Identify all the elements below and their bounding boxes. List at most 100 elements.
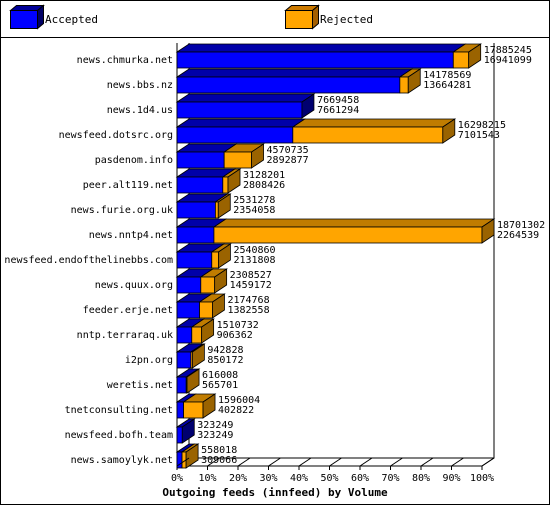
value-label-total: 2308527: [230, 270, 272, 281]
value-labels: 1788524516941099141785691366428176694587…: [197, 45, 545, 466]
x-tick-depth: [390, 457, 403, 467]
category-label: weretis.net: [107, 380, 173, 391]
bar-rejected-side: [191, 343, 205, 369]
value-label-total: 4570735: [267, 145, 309, 156]
x-tick-label: 70%: [381, 473, 399, 484]
x-tick-depth: [420, 457, 434, 467]
value-label-total: 2531278: [233, 195, 275, 206]
value-label-total: 7669458: [317, 95, 359, 106]
bar-rejected-side: [481, 218, 495, 244]
value-label-accepted: 1459172: [230, 280, 272, 291]
value-label-total: 3128201: [243, 170, 285, 181]
category-label: pasdenom.info: [95, 155, 173, 166]
bar-accepted-side: [181, 418, 195, 444]
legend-swatch-rejected-side: [312, 4, 319, 30]
bar-rejected-side: [185, 443, 199, 469]
bar-rejected-side: [468, 43, 482, 69]
undefined-top: [175, 93, 316, 103]
value-label-accepted: 13664281: [423, 80, 471, 91]
bar-accepted-side: [301, 93, 315, 119]
value-label-total: 942828: [207, 345, 243, 356]
x-tick-depth: [237, 457, 251, 467]
x-tick-label: 10%: [198, 473, 216, 484]
category-label: feeder.erje.net: [83, 305, 173, 316]
undefined-top: [212, 218, 496, 228]
value-label-accepted: 2264539: [497, 230, 539, 241]
undefined-top: [175, 118, 307, 128]
x-tick-label: 30%: [259, 473, 277, 484]
bar-rejected-side: [218, 243, 231, 269]
category-label: nntp.terraraq.uk: [77, 330, 173, 341]
x-tick-label: 80%: [412, 473, 430, 484]
value-label-accepted: 2131808: [233, 255, 275, 266]
x-tick-depth: [481, 457, 495, 467]
bar-rejected-side: [214, 268, 228, 294]
chart-title: Outgoing feeds (innfeed) by Volume: [162, 486, 388, 499]
x-tick-depth: [451, 457, 464, 467]
value-label-accepted: 906362: [217, 330, 253, 341]
category-label: news.chmurka.net: [77, 55, 173, 66]
bar-rejected-side: [251, 143, 264, 169]
category-label: newsfeed.endofthelinebbs.com: [4, 255, 173, 266]
undefined-top: [291, 118, 457, 128]
legend-swatch-accepted-side: [37, 4, 44, 30]
value-label-accepted: 2808426: [243, 180, 285, 191]
value-label-accepted: 323249: [197, 430, 233, 441]
value-label-accepted: 7101543: [458, 130, 500, 141]
legend-swatch-accepted: [10, 10, 38, 29]
value-label-total: 17885245: [484, 45, 532, 56]
category-labels: news.chmurka.net news.bbs.nz news.1d4.us ne…: [4, 55, 173, 466]
bar-rejected-side: [201, 318, 215, 344]
value-label-accepted: 7661294: [317, 105, 359, 116]
value-label-total: 18701302: [497, 220, 545, 231]
category-label: newsfeed.bofh.team: [65, 430, 173, 441]
x-tick-label: 40%: [290, 473, 308, 484]
bar-rejected-side: [407, 68, 421, 94]
bars: [175, 43, 496, 469]
x-tick-label: 50%: [320, 473, 338, 484]
legend-label-rejected: Rejected: [320, 13, 373, 26]
value-label-total: 323249: [197, 420, 233, 431]
value-label-total: 616008: [202, 370, 238, 381]
x-tick-label: 60%: [351, 473, 369, 484]
value-label-total: 1510732: [217, 320, 259, 331]
x-tick-depth: [329, 457, 342, 467]
category-label: newsfeed.dotsrc.org: [59, 130, 173, 141]
value-label-accepted: 565701: [202, 380, 238, 391]
x-tick-depth: [359, 457, 373, 467]
value-label-accepted: 2892877: [267, 155, 309, 166]
value-label-accepted: 850172: [207, 355, 243, 366]
x-tick-depth: [176, 457, 190, 467]
x-tick-depth: [268, 457, 281, 467]
value-label-accepted: 1382558: [227, 305, 269, 316]
x-tick-label: 0%: [171, 473, 183, 484]
value-label-total: 2174768: [227, 295, 269, 306]
value-label-accepted: 402822: [218, 405, 254, 416]
bar-rejected-side: [442, 118, 456, 144]
category-label: news.1d4.us: [107, 105, 173, 116]
x-tick-label: 100%: [470, 473, 494, 484]
value-label-accepted: 309066: [201, 455, 237, 466]
category-label: news.furie.org.uk: [71, 205, 173, 216]
bar-rejected-side: [202, 393, 216, 419]
x-tick-label: 20%: [229, 473, 247, 484]
x-tick-labels: 0% 10% 20% 30% 40% 50% 60% 70% 80% 90% 100%: [171, 457, 495, 484]
legend: Accepted Rejected: [9, 4, 373, 30]
category-label: peer.alt119.net: [83, 180, 173, 191]
category-label: news.nntp4.net: [89, 230, 173, 241]
bar-rejected-side: [186, 368, 200, 394]
bar-rejected-side: [227, 168, 241, 194]
undefined-top: [175, 43, 467, 53]
value-label-total: 2540860: [233, 245, 275, 256]
legend-label-accepted: Accepted: [45, 13, 98, 26]
value-label-accepted: 16941099: [484, 55, 532, 66]
category-label: news.quux.org: [95, 280, 173, 291]
category-label: news.samoylyk.net: [71, 455, 173, 466]
value-label-accepted: 2354058: [233, 205, 275, 216]
category-label: i2pn.org: [125, 355, 173, 366]
undefined-top: [175, 68, 414, 78]
bar-rejected-side: [212, 293, 225, 319]
bar-rejected-side: [217, 193, 231, 219]
